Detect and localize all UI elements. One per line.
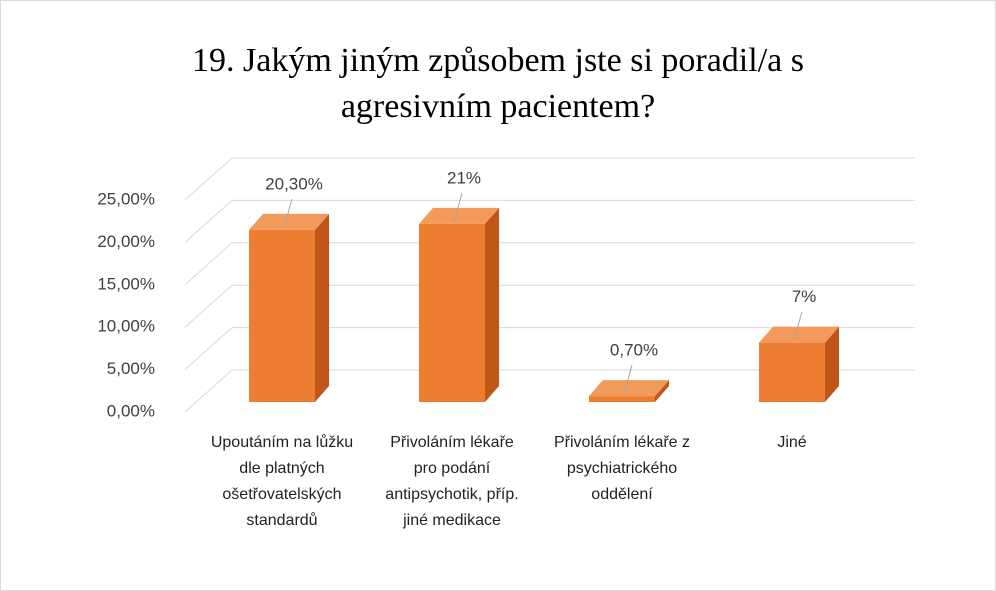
data-label: 20,30% <box>265 174 323 193</box>
y-tick-label: 25,00% <box>97 189 155 208</box>
grid-diagonal <box>184 327 233 370</box>
leader-line <box>283 198 293 228</box>
data-label: 7% <box>792 287 817 306</box>
bar-top <box>589 380 669 397</box>
bar <box>759 326 839 402</box>
grid-diagonal <box>184 369 233 413</box>
bar-front <box>249 229 315 402</box>
y-tick-label: 20,00% <box>97 232 155 251</box>
bar-top <box>249 213 329 230</box>
bar <box>589 380 669 402</box>
y-tick-label: 0,00% <box>107 401 155 420</box>
x-tick-label: Přivoláním lékaře z psychiatrického oddě… <box>553 434 691 503</box>
bar-front <box>759 342 825 402</box>
bar <box>249 213 329 402</box>
chart-title: 19. Jakým jiným způsobem jste si poradil… <box>192 42 804 125</box>
grid-diagonal <box>184 200 233 243</box>
grid-diagonal <box>184 284 233 328</box>
x-tick-label: Upoutáním na lůžku dle platných ošetřova… <box>210 434 354 529</box>
y-tick-label: 5,00% <box>107 359 155 378</box>
bar-side <box>315 213 329 402</box>
data-label: 21% <box>447 168 481 187</box>
leader-line <box>793 311 803 341</box>
leader-line <box>623 364 633 395</box>
data-label: 0,70% <box>610 341 658 360</box>
bar-front <box>589 396 655 402</box>
bar <box>419 207 499 402</box>
y-tick-label: 15,00% <box>97 274 155 293</box>
bar-side <box>825 326 839 402</box>
bar-front <box>419 223 485 402</box>
grid-diagonal <box>184 157 233 201</box>
bar-top <box>759 326 839 343</box>
leader-line <box>453 192 463 223</box>
x-tick-label: Přivoláním lékaře pro podání antipsychot… <box>385 434 519 529</box>
x-tick-label: Jiné <box>777 434 807 451</box>
y-tick-label: 10,00% <box>97 317 155 336</box>
bar-top <box>419 207 499 224</box>
bar-side <box>485 207 499 402</box>
grid-diagonal <box>184 242 233 286</box>
bar-side <box>655 380 669 402</box>
